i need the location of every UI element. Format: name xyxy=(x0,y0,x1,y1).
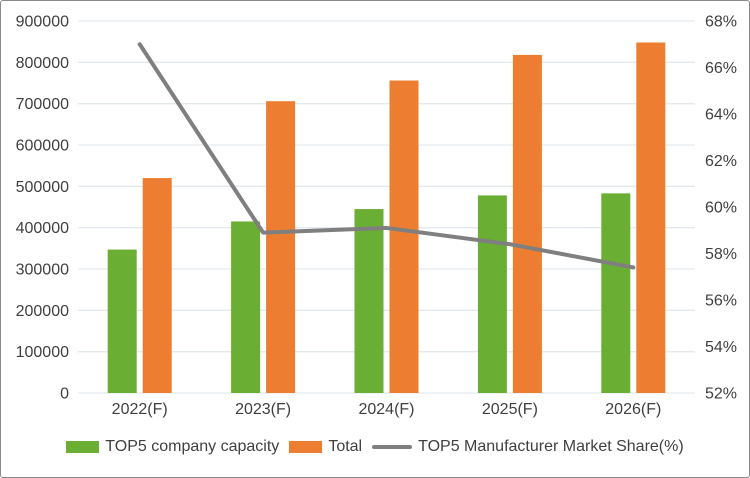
legend: TOP5 company capacity Total TOP5 Manufac… xyxy=(1,438,749,456)
bar-total-2025(F) xyxy=(512,54,542,393)
left-axis-tick-label: 100000 xyxy=(16,344,69,361)
legend-swatch-gray-line xyxy=(372,445,413,449)
bar-total-2023(F) xyxy=(266,101,296,393)
left-axis-tick-label: 500000 xyxy=(16,179,69,196)
right-axis-tick-label: 52% xyxy=(705,386,737,403)
legend-label-top5-capacity: TOP5 company capacity xyxy=(105,438,280,455)
left-axis-tick-label: 700000 xyxy=(16,96,69,113)
left-axis-tick-label: 200000 xyxy=(16,303,69,320)
right-axis-tick-label: 64% xyxy=(705,107,737,124)
x-axis-category-label: 2022(F) xyxy=(112,401,168,418)
left-axis-tick-label: 900000 xyxy=(16,14,69,31)
right-axis-tick-label: 58% xyxy=(705,246,737,263)
bar-top5-capacity-2024(F) xyxy=(354,209,384,393)
legend-item-total[interactable]: Total xyxy=(289,438,362,456)
bar-total-2022(F) xyxy=(142,178,172,393)
combo-chart-plot: 0 100000 200000 300000 400000 500000 600000 700… xyxy=(16,14,737,419)
legend-item-market-share[interactable]: TOP5 Manufacturer Market Share(%) xyxy=(372,438,684,456)
bar-top5-capacity-2026(F) xyxy=(601,193,631,393)
bar-total-2026(F) xyxy=(636,42,666,393)
left-axis-tick-label: 0 xyxy=(60,386,69,403)
legend-label-market-share: TOP5 Manufacturer Market Share(%) xyxy=(418,438,684,455)
left-axis-tick-label: 400000 xyxy=(16,220,69,237)
left-axis-tick-label: 600000 xyxy=(16,138,69,155)
x-axis-category-label: 2025(F) xyxy=(482,401,538,418)
bar-top5-capacity-2025(F) xyxy=(477,195,507,393)
legend-label-total: Total xyxy=(328,438,363,455)
right-axis-tick-label: 54% xyxy=(705,339,737,356)
right-axis-tick-label: 60% xyxy=(705,200,737,217)
market-share-line xyxy=(137,42,636,270)
right-axis-tick-label: 66% xyxy=(705,60,737,77)
bar-top5-capacity-2023(F) xyxy=(231,221,261,393)
legend-item-top5-capacity[interactable]: TOP5 company capacity xyxy=(66,438,279,456)
x-axis-category-label: 2023(F) xyxy=(235,401,291,418)
right-axis-tick-label: 56% xyxy=(705,293,737,310)
bar-total-2024(F) xyxy=(389,80,419,394)
x-axis-category-label: 2026(F) xyxy=(605,401,661,418)
left-axis-tick-label: 300000 xyxy=(16,262,69,279)
legend-swatch-orange-bar xyxy=(289,441,323,453)
legend-swatch-green-bar xyxy=(66,441,100,453)
x-axis-category-label: 2024(F) xyxy=(358,401,414,418)
right-axis-tick-label: 62% xyxy=(705,153,737,170)
bar-top5-capacity-2022(F) xyxy=(107,249,137,393)
left-axis-tick-label: 800000 xyxy=(16,55,69,72)
right-axis-tick-label: 68% xyxy=(705,14,737,31)
